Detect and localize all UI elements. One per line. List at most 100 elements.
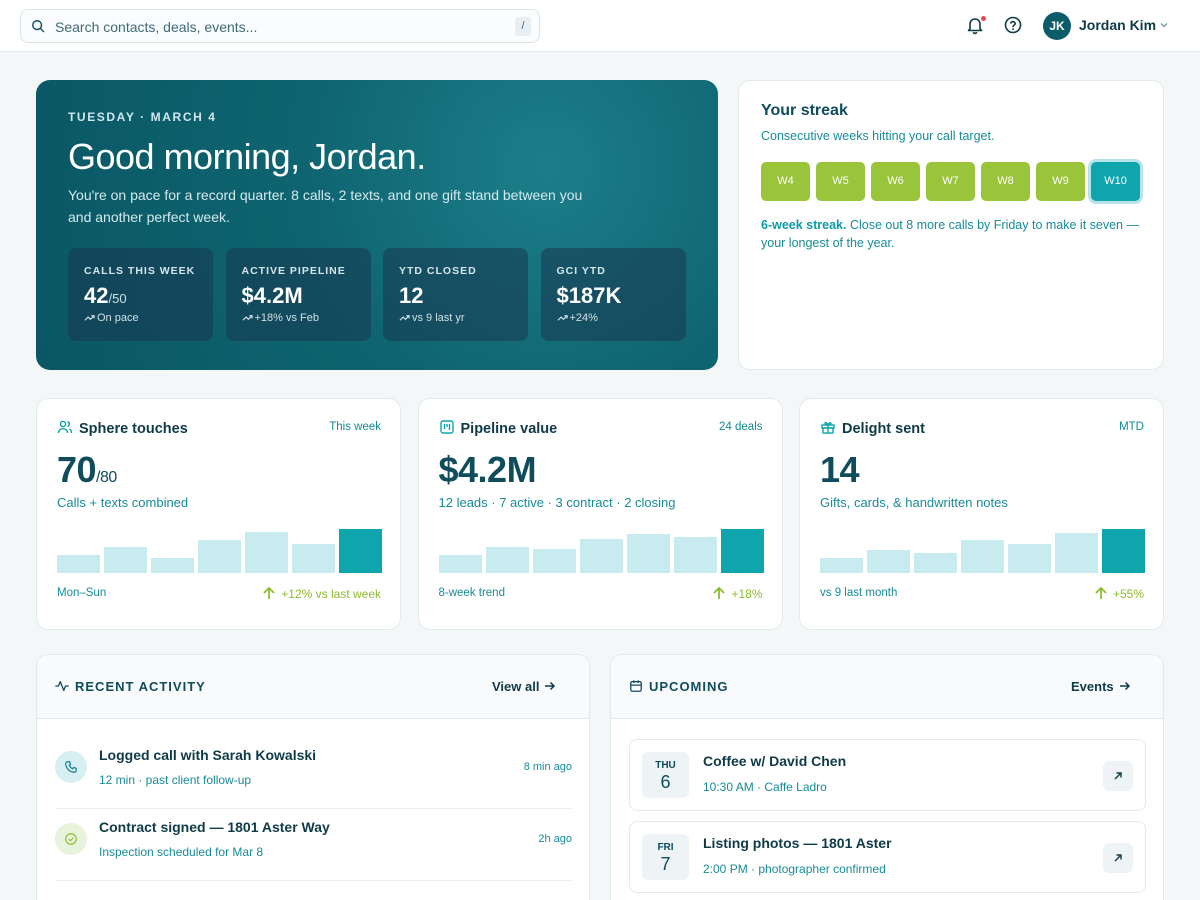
- open-event-button[interactable]: [1103, 843, 1133, 873]
- activity-title: Contract signed — 1801 Aster Way: [99, 819, 330, 835]
- streak-week[interactable]: W7: [926, 162, 975, 201]
- stat-delta-text: +55%: [1112, 587, 1144, 601]
- hero-banner: TUESDAY · MARCH 4 Good morning, Jordan. …: [36, 80, 718, 370]
- streak-note-bold: 6-week streak.: [761, 218, 847, 232]
- trend-up-icon: [399, 315, 410, 321]
- mini-bar: [532, 549, 576, 573]
- stat-value: $4.2M: [439, 449, 537, 491]
- recent-activity-panel: RECENT ACTIVITY View all Logged call wit…: [36, 654, 590, 900]
- mini-bar-chart: [57, 527, 382, 573]
- stat-tag[interactable]: 24 deals: [719, 421, 763, 433]
- search-input[interactable]: Search contacts, deals, events...: [55, 19, 258, 35]
- stat-value-number: 14: [820, 449, 860, 490]
- activity-item[interactable]: Logged call with Sarah Kowalski 12 min · …: [55, 737, 572, 809]
- stat-delta-text: +12% vs last week: [281, 587, 381, 601]
- arrow-up-icon: [1095, 586, 1107, 599]
- arrow-up-icon: [263, 586, 275, 599]
- streak-week[interactable]: W10: [1091, 162, 1140, 201]
- stat-card[interactable]: Sphere touches This week 70/80 Calls + text…: [36, 398, 401, 630]
- mini-bar: [867, 550, 910, 573]
- view-all-link[interactable]: View all: [492, 679, 557, 694]
- mini-bar: [626, 534, 670, 573]
- search-bar[interactable]: Search contacts, deals, events... /: [20, 9, 540, 43]
- activity-time: 8 min ago: [523, 761, 572, 773]
- calendar-icon: [630, 680, 642, 692]
- event-date-badge: THU 6: [642, 752, 689, 798]
- recent-activity-header: RECENT ACTIVITY View all: [37, 655, 589, 719]
- stat-description: 12 leads · 7 active · 3 contract · 2 clo…: [438, 495, 676, 510]
- help-button[interactable]: [1003, 15, 1025, 37]
- streak-week[interactable]: W6: [871, 162, 920, 201]
- help-icon: [1004, 16, 1022, 34]
- events-link[interactable]: Events: [1071, 679, 1132, 694]
- notifications-button[interactable]: [965, 15, 987, 37]
- stat-footnote: Mon–Sun: [57, 587, 107, 599]
- event-date-badge: FRI 7: [642, 834, 689, 880]
- mini-bar: [438, 555, 482, 573]
- search-shortcut: /: [515, 17, 531, 36]
- kpi-value: $4.2M: [242, 283, 303, 309]
- activity-time: 2h ago: [538, 833, 572, 845]
- stat-title-text: Delight sent: [842, 421, 925, 437]
- mini-bar: [1008, 544, 1051, 573]
- event-weekday: THU: [655, 760, 676, 771]
- kpi-tile[interactable]: GCI YTD $187K +24%: [540, 248, 686, 341]
- kpi-note: +24%: [556, 312, 598, 324]
- mini-bar: [57, 555, 100, 573]
- streak-note: 6-week streak. Close out 8 more calls by…: [761, 216, 1141, 252]
- mini-bar: [1055, 533, 1098, 573]
- notification-dot: [981, 16, 986, 21]
- mini-bar-chart: [820, 527, 1145, 573]
- streak-week[interactable]: W9: [1036, 162, 1085, 201]
- stat-card[interactable]: Delight sent MTD 14 Gifts, cards, & handwri…: [799, 398, 1164, 630]
- stat-value-number: 70: [57, 449, 97, 490]
- kpi-note-text: On pace: [97, 312, 139, 324]
- users-icon: [57, 420, 73, 434]
- kpi-value-number: $187K: [556, 283, 622, 308]
- stat-tag[interactable]: This week: [329, 421, 381, 433]
- streak-week[interactable]: W5: [816, 162, 865, 201]
- mini-bar: [1102, 529, 1145, 573]
- avatar[interactable]: JK: [1043, 12, 1071, 40]
- kpi-note: On pace: [84, 312, 139, 324]
- streak-note-text: Close out 8 more calls by Friday to make…: [761, 218, 1139, 250]
- mini-bar: [198, 540, 241, 573]
- stat-card[interactable]: Pipeline value 24 deals $4.2M 12 leads · 7 …: [417, 398, 783, 630]
- streak-week[interactable]: W8: [981, 162, 1030, 201]
- chevron-down-icon[interactable]: [1158, 19, 1170, 31]
- gift-icon: [821, 421, 835, 434]
- trend-up-icon: [84, 315, 95, 321]
- kpi-label: GCI YTD: [556, 265, 606, 277]
- arrow-right-icon: [1119, 681, 1130, 691]
- kpi-value-number: 12: [399, 283, 424, 308]
- mini-bar: [245, 532, 288, 573]
- kpi-tile[interactable]: YTD CLOSED 12 vs 9 last yr: [383, 248, 528, 341]
- mini-bar: [914, 553, 957, 573]
- kpi-label: ACTIVE PIPELINE: [241, 265, 346, 277]
- mini-bar: [151, 558, 194, 573]
- stat-description: Calls + texts combined: [57, 495, 189, 510]
- event-day: 7: [660, 854, 671, 874]
- kpi-value: 12: [399, 283, 423, 309]
- search-icon: [32, 20, 45, 33]
- activity-subtitle: Inspection scheduled for Mar 8: [99, 845, 264, 859]
- kpi-tile[interactable]: ACTIVE PIPELINE $4.2M +18% vs Feb: [225, 248, 371, 341]
- event-item[interactable]: FRI 7 Listing photos — 1801 Aster 2:00 PM ·…: [629, 821, 1146, 893]
- streak-subtitle: Consecutive weeks hitting your call targ…: [761, 129, 995, 143]
- user-name[interactable]: Jordan Kim: [1079, 17, 1157, 33]
- kanban-icon: [439, 420, 454, 434]
- stat-footnote: 8-week trend: [438, 587, 505, 599]
- stat-value-number: $4.2M: [438, 449, 537, 490]
- kpi-note-text: +24%: [569, 312, 598, 324]
- event-item[interactable]: THU 6 Coffee w/ David Chen 10:30 AM · Caffe…: [629, 739, 1146, 811]
- stat-title-text: Pipeline value: [460, 421, 558, 437]
- kpi-tile[interactable]: CALLS THIS WEEK 42/50 On pace: [68, 248, 213, 341]
- activity-item[interactable]: Contract signed — 1801 Aster Way Inspecti…: [55, 809, 572, 881]
- streak-week[interactable]: W4: [761, 162, 810, 201]
- phone-icon: [65, 761, 77, 773]
- mini-bar: [961, 540, 1004, 573]
- stat-tag[interactable]: MTD: [1119, 421, 1144, 433]
- activity-icon-badge: [55, 751, 87, 783]
- open-event-button[interactable]: [1103, 761, 1133, 791]
- mini-bar-chart: [438, 527, 764, 573]
